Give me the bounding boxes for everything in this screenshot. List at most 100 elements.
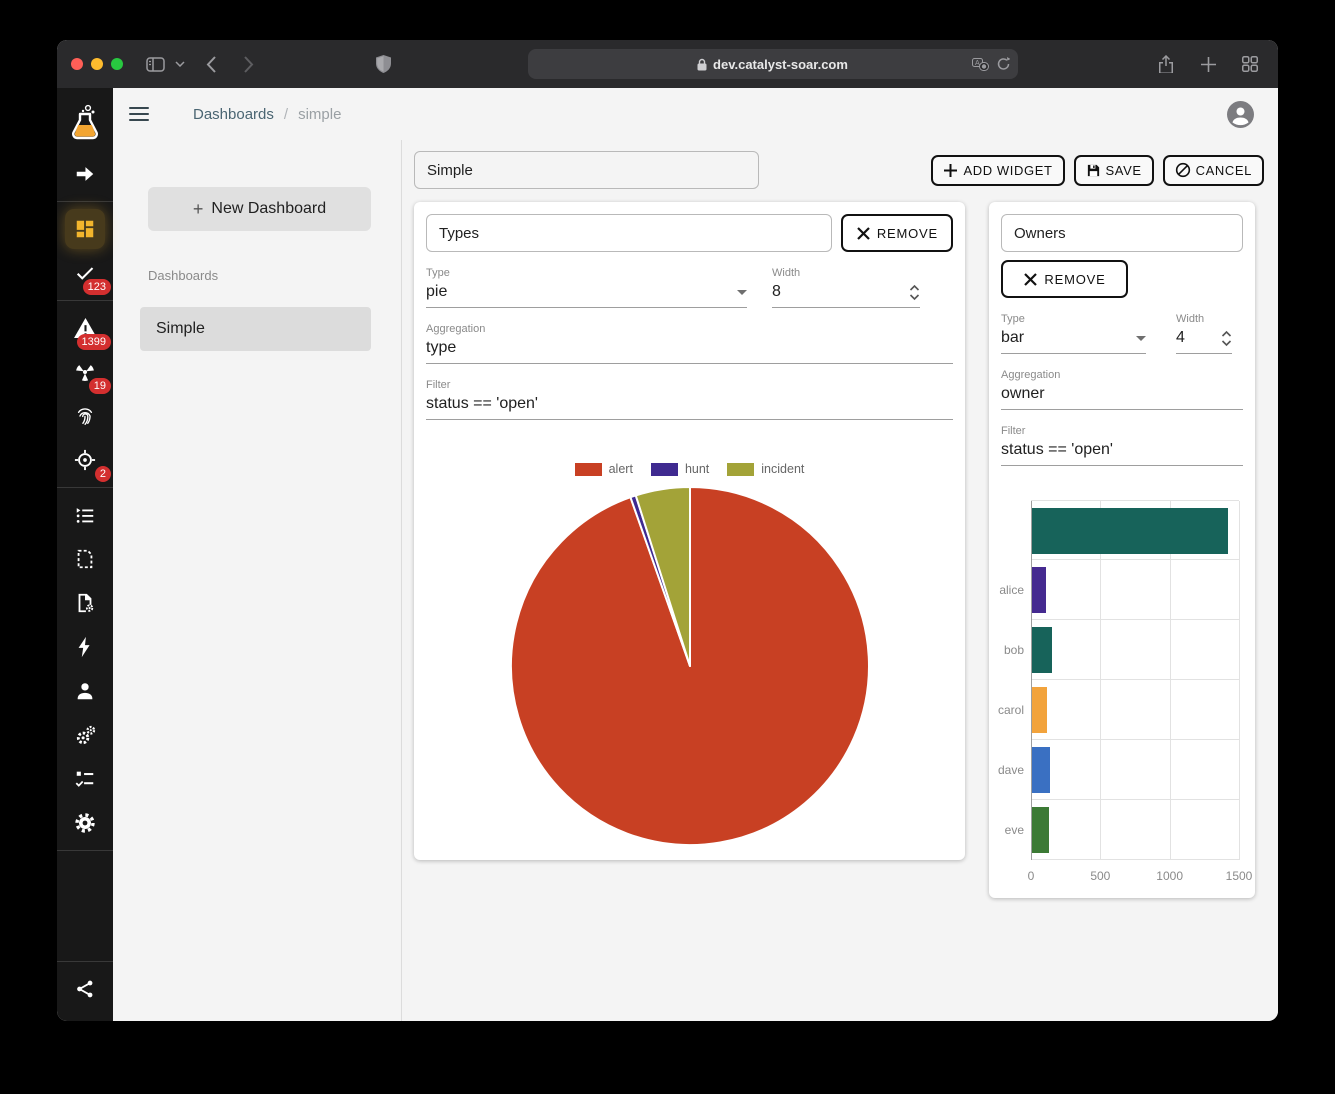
dropdown-arrow-icon [1136,335,1146,341]
filter-input[interactable] [1001,441,1243,459]
bar-track [1031,560,1240,620]
bar-category-label: eve [1004,823,1024,837]
translate-icon[interactable]: A [971,57,989,71]
sidebar-item-tasks[interactable]: 123 [57,251,113,295]
aggregation-input[interactable] [426,339,953,357]
dashboard-icon [76,220,94,238]
width-input[interactable] [772,283,909,301]
number-stepper-icon[interactable] [909,284,920,301]
hunts-badge: 2 [94,466,111,482]
sidebar-item-rules[interactable] [57,757,113,801]
sidebar-item-start[interactable] [57,152,113,196]
width-input[interactable] [1176,329,1196,347]
close-icon [1024,272,1038,286]
aggregation-input[interactable] [1001,385,1243,403]
plus-icon [944,163,958,177]
active-highlight [65,209,105,249]
widget-name-input[interactable] [426,214,832,252]
sidebar-item-alerts[interactable]: 1399 [57,306,113,350]
sidebar-item-share[interactable] [57,967,113,1011]
share-page-icon[interactable] [1152,50,1180,78]
width-field[interactable]: Width [772,267,920,308]
sidebar-item-lists[interactable] [57,493,113,537]
y-axis-line [1031,800,1032,860]
type-select[interactable]: Type pie [426,267,747,308]
close-window-button[interactable] [71,58,83,70]
widget-name-input[interactable] [1001,214,1243,252]
breadcrumb-dashboards[interactable]: Dashboards [193,105,274,123]
sidebar-item-reports[interactable] [57,581,113,625]
sidebar-item-users[interactable] [57,669,113,713]
dashboard-list-item-simple[interactable]: Simple [140,307,371,351]
y-axis-line [1031,680,1032,740]
privacy-shield-icon[interactable] [369,50,397,78]
type-select[interactable]: Type bar [1001,313,1146,354]
filter-input[interactable] [426,395,953,413]
bar-alice[interactable] [1032,567,1046,613]
chevron-down-icon[interactable] [173,50,187,78]
new-dashboard-button[interactable]: + New Dashboard [148,187,371,231]
bar-track [1031,680,1240,740]
gridline [1169,560,1171,620]
pie-slice-incident[interactable] [634,486,691,667]
file-dashed-icon [77,549,93,569]
tab-overview-icon[interactable] [1236,50,1264,78]
plus-icon: + [192,198,204,219]
zoom-window-button[interactable] [111,58,123,70]
sidebar-item-hunts[interactable]: 2 [57,438,113,482]
legend-item[interactable]: incident [727,462,804,476]
address-bar[interactable]: dev.catalyst-soar.com A [527,49,1018,79]
add-widget-button[interactable]: ADD WIDGET [931,154,1065,186]
x-tick-label: 1500 [1225,869,1253,883]
number-stepper-icon[interactable] [1221,330,1232,347]
gears-icon [76,725,95,744]
filter-field[interactable]: Filter [1001,425,1243,466]
bar-eve[interactable] [1032,807,1049,853]
menu-toggle-button[interactable] [129,100,157,128]
reload-icon[interactable] [997,57,1010,71]
sidebar-divider [57,300,113,301]
aggregation-field[interactable]: Aggregation [426,323,953,364]
legend-item[interactable]: hunt [650,462,709,476]
url-text: dev.catalyst-soar.com [713,56,848,72]
aggregation-field[interactable]: Aggregation [1001,369,1243,410]
filter-field[interactable]: Filter [426,379,953,420]
account-avatar[interactable] [1227,100,1254,128]
legend-label: incident [761,462,805,476]
bar-unassigned[interactable] [1032,508,1228,554]
bar-carol[interactable] [1032,687,1048,733]
remove-widget-button[interactable]: REMOVE [1001,260,1128,298]
catalyst-logo[interactable] [57,94,113,152]
sidebar-item-integrations[interactable] [57,713,113,757]
bar-dave[interactable] [1032,747,1051,793]
dashboard-name-input[interactable] [414,151,759,189]
new-tab-icon[interactable] [1194,50,1222,78]
sidebar-item-forensics[interactable] [57,394,113,438]
width-label: Width [1176,313,1205,325]
sidebar-item-incidents[interactable]: 19 [57,350,113,394]
add-widget-label: ADD WIDGET [963,162,1053,178]
save-button[interactable]: SAVE [1073,154,1154,186]
bar-row: alice [999,560,1240,620]
bar-bob[interactable] [1032,627,1053,673]
gridline [1239,680,1240,740]
bar-track [1031,800,1240,860]
sidebar-toggle-icon[interactable] [141,50,169,78]
pie-svg [509,486,870,846]
remove-widget-button[interactable]: REMOVE [840,214,953,252]
sidebar-item-templates[interactable] [57,537,113,581]
cancel-button[interactable]: CANCEL [1162,154,1264,186]
legend-item[interactable]: alert [574,462,633,476]
sidebar-item-automations[interactable] [57,625,113,669]
width-field[interactable]: Width [1176,313,1232,354]
back-button[interactable] [197,50,225,78]
legend-swatch [574,462,602,476]
sidebar-item-settings[interactable] [57,801,113,845]
minimize-window-button[interactable] [91,58,103,70]
pie-chart [426,484,953,848]
cancel-icon [1175,162,1190,178]
svg-text:A: A [975,60,980,67]
sidebar-item-dashboards[interactable] [57,207,113,251]
filter-label: Filter [1001,425,1026,437]
forward-button[interactable] [235,50,263,78]
